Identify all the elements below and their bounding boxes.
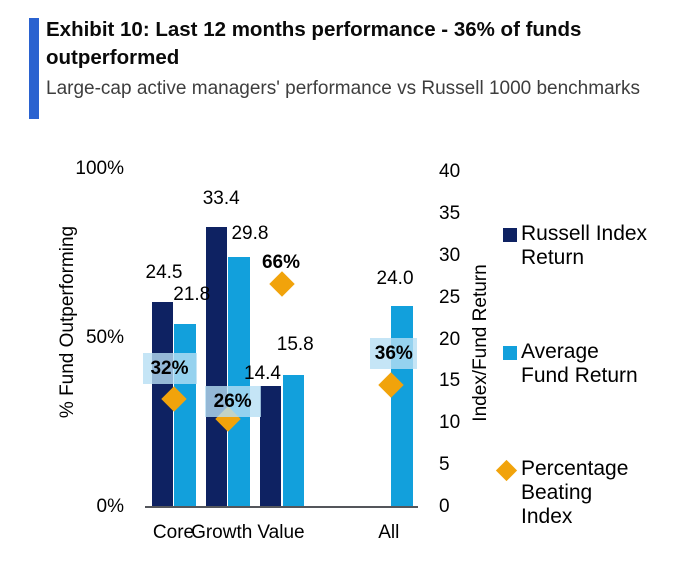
category-label-growth: Growth	[191, 522, 253, 543]
right-axis-tick-20: 20	[439, 328, 461, 350]
right-axis-tick-30: 30	[439, 244, 461, 266]
right-axis-tick-25: 25	[439, 286, 461, 308]
exhibit-title: Exhibit 10: Last 12 months performance -…	[46, 18, 582, 69]
bar-fund-growth	[228, 257, 250, 507]
category-label-all: All	[378, 522, 400, 543]
value-label-fund-growth: 29.8	[231, 223, 269, 245]
legend-label: Percentage Beating Index	[521, 457, 629, 528]
left-axis-tick-0: 0%	[96, 496, 124, 517]
legend-square-icon	[503, 346, 517, 360]
pct-label-growth: 26%	[204, 385, 261, 417]
right-axis-tick-15: 15	[439, 370, 461, 392]
value-label-russell-value: 14.4	[244, 363, 281, 385]
value-label-russell-core: 24.5	[145, 261, 183, 283]
legend-item-average-fund-return: Average Fund Return	[503, 340, 638, 388]
left-axis-tick-100: 100%	[75, 158, 124, 179]
right-axis-tick-35: 35	[439, 202, 461, 224]
right-axis-tick-5: 5	[439, 454, 450, 476]
exhibit-subtitle: Large-cap active managers' performance v…	[46, 78, 640, 99]
legend-square-icon	[503, 228, 517, 242]
legend-diamond-marker	[495, 459, 518, 482]
pct-label-core: 32%	[142, 352, 197, 384]
legend-item-percentage-beating-index: Percentage Beating Index	[495, 457, 629, 529]
legend-label: Average Fund Return	[521, 340, 638, 387]
bar-russell-growth	[205, 227, 227, 507]
value-label-fund-all: 24.0	[376, 268, 414, 289]
value-label-russell-growth: 33.4	[202, 188, 240, 210]
legend-item-russell-index-return: Russell Index Return	[503, 222, 647, 270]
x-axis-line	[145, 506, 418, 508]
category-label-value: Value	[257, 522, 305, 543]
right-axis-tick-10: 10	[439, 412, 461, 434]
right-axis-tick-0: 0	[439, 496, 450, 517]
bar-fund-all	[391, 306, 413, 507]
category-label-core: Core	[152, 522, 195, 543]
pct-label-all: 36%	[370, 338, 418, 369]
left-axis-tick-50: 50%	[85, 327, 124, 348]
legend-label: Russell Index Return	[521, 222, 648, 269]
right-axis-tick-40: 40	[439, 161, 461, 182]
value-label-fund-core: 21.8	[173, 284, 211, 306]
bar-russell-value	[260, 386, 281, 507]
pct-label-value: 66%	[261, 252, 301, 273]
value-label-fund-value: 15.8	[276, 333, 314, 355]
legend-diamond-icon	[495, 459, 518, 482]
bar-fund-value	[282, 374, 304, 507]
title-accent-bar	[29, 18, 39, 119]
